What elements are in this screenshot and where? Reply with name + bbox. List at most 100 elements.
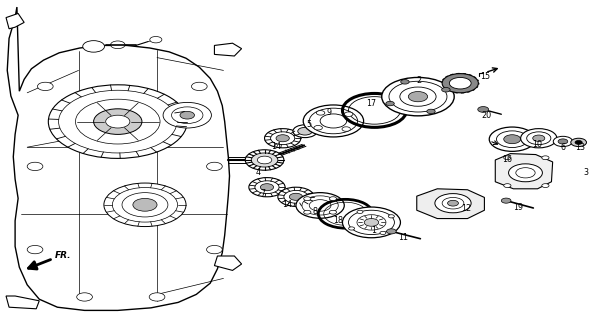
Circle shape bbox=[427, 109, 435, 114]
Circle shape bbox=[260, 184, 274, 191]
Circle shape bbox=[382, 77, 454, 116]
Circle shape bbox=[489, 127, 535, 151]
Circle shape bbox=[504, 156, 511, 160]
Circle shape bbox=[349, 227, 355, 230]
Text: 3: 3 bbox=[583, 168, 588, 177]
Circle shape bbox=[48, 85, 187, 158]
Circle shape bbox=[111, 41, 125, 49]
Circle shape bbox=[342, 207, 400, 238]
Circle shape bbox=[207, 162, 222, 171]
Text: 5: 5 bbox=[307, 120, 312, 129]
Circle shape bbox=[76, 99, 160, 144]
Circle shape bbox=[571, 138, 586, 147]
Circle shape bbox=[380, 231, 386, 235]
Text: 12: 12 bbox=[461, 204, 471, 213]
Text: 14: 14 bbox=[272, 142, 281, 151]
Text: 10: 10 bbox=[533, 140, 542, 149]
Text: 16: 16 bbox=[503, 155, 512, 164]
Circle shape bbox=[303, 105, 364, 137]
Text: 19: 19 bbox=[513, 204, 523, 212]
Circle shape bbox=[329, 197, 336, 201]
Circle shape bbox=[575, 140, 582, 144]
Circle shape bbox=[133, 198, 157, 211]
Text: 7: 7 bbox=[260, 189, 265, 198]
Circle shape bbox=[304, 197, 311, 201]
Circle shape bbox=[149, 293, 165, 301]
Text: 13: 13 bbox=[575, 143, 585, 152]
Circle shape bbox=[257, 156, 272, 164]
Text: 2: 2 bbox=[417, 76, 422, 85]
Circle shape bbox=[278, 187, 314, 206]
Circle shape bbox=[150, 36, 162, 43]
Circle shape bbox=[27, 245, 43, 254]
Circle shape bbox=[386, 101, 394, 106]
Circle shape bbox=[293, 125, 317, 138]
Polygon shape bbox=[417, 189, 484, 219]
Circle shape bbox=[408, 92, 428, 102]
Polygon shape bbox=[214, 43, 242, 56]
Circle shape bbox=[112, 188, 178, 222]
Circle shape bbox=[316, 111, 325, 115]
Text: 9: 9 bbox=[327, 108, 332, 117]
Circle shape bbox=[249, 178, 285, 197]
Circle shape bbox=[509, 164, 542, 182]
Text: 8: 8 bbox=[313, 207, 318, 216]
Circle shape bbox=[191, 82, 207, 91]
Circle shape bbox=[251, 153, 278, 167]
Circle shape bbox=[276, 135, 289, 142]
Text: 1: 1 bbox=[371, 226, 376, 235]
Circle shape bbox=[387, 229, 396, 234]
Text: 11: 11 bbox=[399, 233, 408, 242]
Circle shape bbox=[172, 107, 203, 124]
Circle shape bbox=[542, 156, 549, 160]
Circle shape bbox=[400, 80, 409, 84]
Circle shape bbox=[449, 77, 471, 89]
Circle shape bbox=[163, 102, 211, 128]
Text: 17: 17 bbox=[366, 99, 376, 108]
Polygon shape bbox=[495, 154, 553, 189]
Circle shape bbox=[478, 107, 489, 112]
Circle shape bbox=[304, 210, 311, 214]
Circle shape bbox=[83, 41, 104, 52]
Text: 20: 20 bbox=[482, 111, 492, 120]
Text: 6: 6 bbox=[561, 143, 565, 152]
Circle shape bbox=[314, 125, 323, 130]
Circle shape bbox=[104, 183, 186, 227]
Circle shape bbox=[533, 135, 545, 141]
Circle shape bbox=[245, 150, 284, 170]
Circle shape bbox=[207, 245, 222, 254]
Circle shape bbox=[553, 136, 573, 147]
Circle shape bbox=[289, 193, 303, 200]
Circle shape bbox=[106, 115, 130, 128]
Circle shape bbox=[364, 219, 379, 226]
Circle shape bbox=[558, 139, 568, 144]
Circle shape bbox=[298, 127, 312, 135]
Circle shape bbox=[265, 129, 301, 148]
Text: 14: 14 bbox=[283, 200, 292, 209]
Circle shape bbox=[27, 162, 43, 171]
Circle shape bbox=[271, 132, 295, 145]
Circle shape bbox=[342, 127, 350, 131]
Circle shape bbox=[504, 184, 511, 188]
Circle shape bbox=[504, 135, 521, 144]
Circle shape bbox=[388, 215, 394, 218]
Circle shape bbox=[442, 87, 450, 92]
Circle shape bbox=[122, 193, 168, 217]
Circle shape bbox=[94, 109, 142, 134]
Circle shape bbox=[296, 193, 344, 218]
Polygon shape bbox=[6, 13, 24, 29]
Circle shape bbox=[180, 111, 194, 119]
Polygon shape bbox=[214, 256, 242, 270]
Circle shape bbox=[501, 198, 511, 203]
Polygon shape bbox=[7, 7, 230, 310]
Polygon shape bbox=[6, 296, 39, 309]
Text: 4: 4 bbox=[256, 168, 261, 177]
Circle shape bbox=[59, 90, 177, 153]
Text: 15: 15 bbox=[481, 72, 490, 81]
Circle shape bbox=[329, 210, 336, 214]
Text: FR.: FR. bbox=[55, 252, 72, 260]
Circle shape bbox=[448, 200, 458, 206]
Circle shape bbox=[77, 293, 92, 301]
Circle shape bbox=[344, 112, 353, 116]
Circle shape bbox=[37, 82, 53, 91]
